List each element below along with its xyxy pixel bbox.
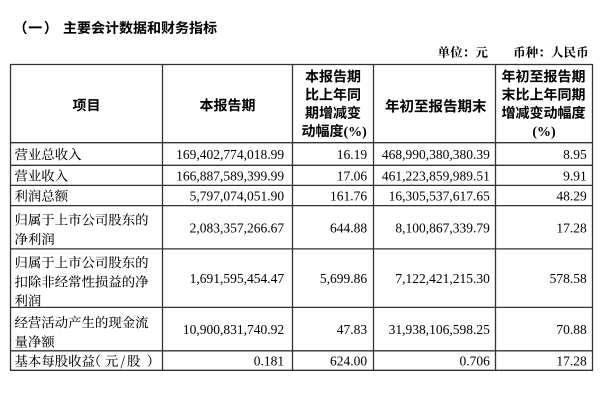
svg-text:47.83: 47.83 (337, 322, 368, 337)
svg-text:166,887,589,399.99: 166,887,589,399.99 (176, 168, 284, 183)
svg-text:(%): (%) (344, 125, 368, 140)
svg-text:9.91: 9.91 (563, 168, 587, 183)
svg-text:624.00: 624.00 (330, 354, 367, 369)
svg-text:1,691,595,454.47: 1,691,595,454.47 (190, 271, 285, 286)
svg-text:17.28: 17.28 (556, 220, 587, 235)
svg-text:161.76: 161.76 (330, 189, 367, 204)
svg-text:578.58: 578.58 (550, 271, 587, 286)
svg-text:468,990,380,380.39: 468,990,380,380.39 (382, 147, 490, 162)
svg-text:16,305,537,617.65: 16,305,537,617.65 (389, 189, 491, 204)
svg-text:16.19: 16.19 (337, 147, 368, 162)
svg-text:5,797,074,051.90: 5,797,074,051.90 (190, 189, 285, 204)
svg-text:0.706: 0.706 (460, 354, 491, 369)
svg-text:5,699.86: 5,699.86 (320, 271, 368, 286)
svg-text:8,100,867,339.79: 8,100,867,339.79 (395, 220, 490, 235)
svg-text:7,122,421,215.30: 7,122,421,215.30 (395, 271, 490, 286)
svg-text:461,223,859,989.51: 461,223,859,989.51 (382, 168, 490, 183)
svg-text:8.95: 8.95 (563, 147, 587, 162)
svg-text:644.88: 644.88 (330, 220, 367, 235)
svg-text:17.06: 17.06 (337, 168, 368, 183)
svg-text:70.88: 70.88 (556, 322, 587, 337)
svg-text:(%): (%) (532, 125, 556, 140)
svg-text:10,900,831,740.92: 10,900,831,740.92 (183, 322, 284, 337)
svg-text:0.181: 0.181 (254, 354, 284, 369)
svg-text:169,402,774,018.99: 169,402,774,018.99 (176, 147, 284, 162)
svg-text:48.29: 48.29 (556, 189, 587, 204)
svg-text:2,083,357,266.67: 2,083,357,266.67 (190, 220, 285, 235)
svg-text:31,938,106,598.25: 31,938,106,598.25 (389, 322, 491, 337)
svg-text:17.28: 17.28 (556, 354, 587, 369)
